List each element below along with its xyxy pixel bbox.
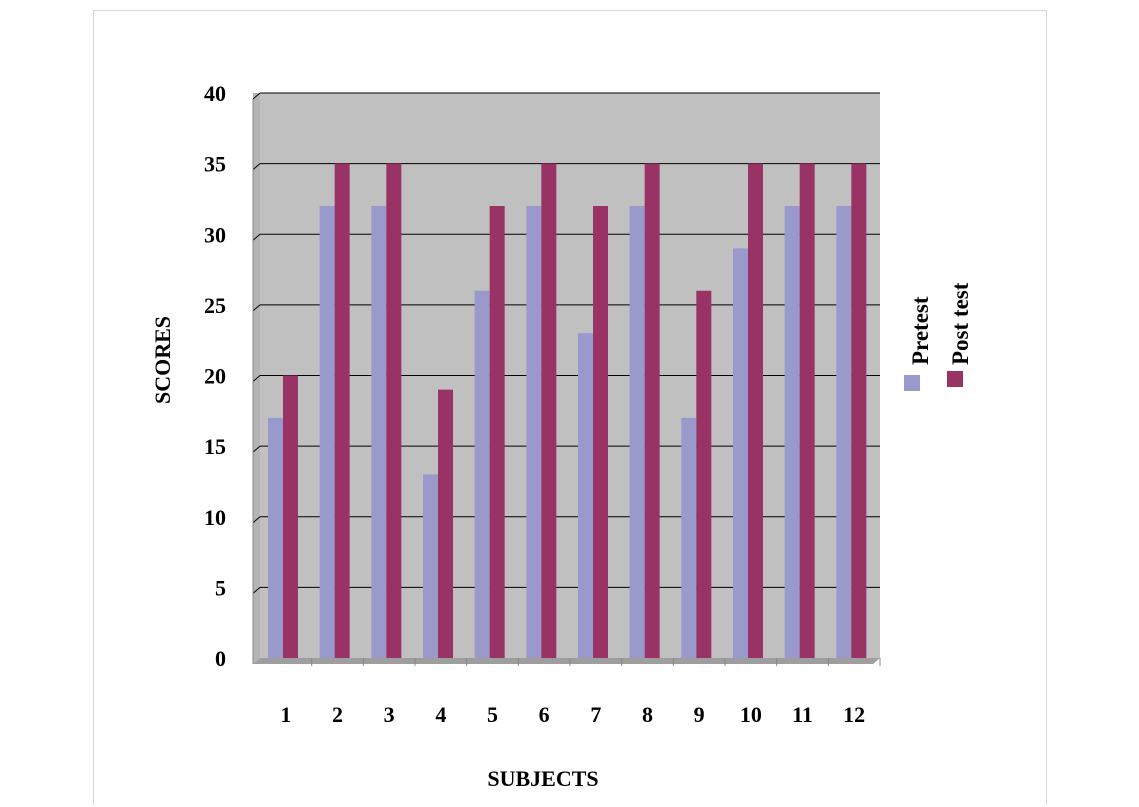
bar-pretest-9 xyxy=(681,417,697,658)
x-tick-label: 3 xyxy=(384,702,395,727)
chart-frame xyxy=(93,10,1047,805)
y-axis-ticks: 0 5 10 15 20 25 30 35 40 xyxy=(204,81,226,671)
bar-pretest-6 xyxy=(526,206,542,658)
x-tick-label: 8 xyxy=(642,702,653,727)
gridline-depth xyxy=(252,92,261,100)
legend-label-post-test: Post test xyxy=(948,282,973,365)
bar-post-test-12 xyxy=(851,163,867,658)
y-tick-label: 30 xyxy=(204,222,226,247)
x-tick-label: 4 xyxy=(435,702,446,727)
bar-post-test-9 xyxy=(696,290,712,658)
legend-swatch-pretest xyxy=(904,375,920,391)
bar-post-test-6 xyxy=(541,163,557,658)
gridline-depth xyxy=(252,516,261,524)
bar-post-test-8 xyxy=(644,163,660,658)
bar-pretest-8 xyxy=(629,206,645,658)
plot-area xyxy=(252,92,880,664)
gridline-depth xyxy=(252,586,261,594)
bar-pretest-1 xyxy=(268,417,283,658)
bar-post-test-2 xyxy=(334,163,350,658)
y-axis-title: SCORES xyxy=(150,316,175,404)
x-tick-label: 10 xyxy=(740,702,762,727)
y-tick-label: 5 xyxy=(215,575,226,600)
x-tick-label: 2 xyxy=(332,702,343,727)
x-tick-label: 6 xyxy=(539,702,550,727)
legend: Pretest Post test xyxy=(904,282,973,391)
y-tick-label: 0 xyxy=(215,646,226,671)
bar-post-test-4 xyxy=(438,389,453,658)
x-axis-ticks: 1 2 3 4 5 6 7 8 9 10 11 12 xyxy=(280,658,881,727)
gridline-depth xyxy=(252,375,261,382)
plot-floor xyxy=(253,658,880,664)
gridline-depth xyxy=(252,233,261,241)
y-tick-label: 25 xyxy=(204,293,226,318)
y-tick-label: 40 xyxy=(204,81,226,106)
y-tick-label: 15 xyxy=(204,434,226,459)
gridline-depth xyxy=(252,445,261,453)
bar-pretest-5 xyxy=(474,290,490,658)
bar-pretest-4 xyxy=(423,474,438,658)
y-tick-label: 10 xyxy=(204,505,226,530)
bar-pretest-12 xyxy=(836,206,852,658)
bar-pretest-7 xyxy=(578,333,593,658)
gridline-depth xyxy=(252,304,261,312)
bar-post-test-7 xyxy=(593,206,608,658)
bar-pretest-2 xyxy=(319,206,335,658)
y-tick-label: 20 xyxy=(204,364,226,389)
bar-post-test-3 xyxy=(386,163,402,658)
bar-post-test-1 xyxy=(283,375,298,658)
bar-post-test-10 xyxy=(748,163,763,658)
y-tick-label: 35 xyxy=(204,152,226,177)
bar-pretest-10 xyxy=(733,248,748,658)
legend-label-pretest: Pretest xyxy=(908,296,933,365)
x-tick-label: 5 xyxy=(487,702,498,727)
legend-swatch-post-test xyxy=(947,371,963,387)
bar-pretest-3 xyxy=(371,206,387,658)
bar-post-test-11 xyxy=(799,163,815,658)
x-tick-label: 9 xyxy=(694,702,705,727)
x-axis-title: SUBJECTS xyxy=(487,766,598,791)
x-tick-label: 12 xyxy=(843,702,865,727)
x-tick-label: 11 xyxy=(792,702,813,727)
bar-post-test-5 xyxy=(489,206,505,658)
x-tick-label: 7 xyxy=(590,702,601,727)
x-tick-label: 1 xyxy=(280,702,291,727)
bar-pretest-11 xyxy=(784,206,800,658)
gridline-depth xyxy=(252,163,261,171)
